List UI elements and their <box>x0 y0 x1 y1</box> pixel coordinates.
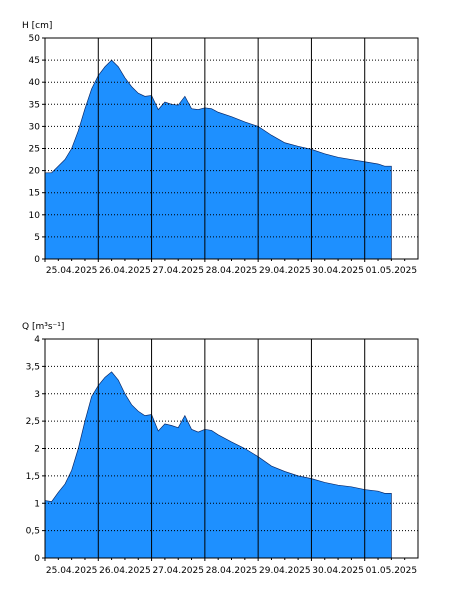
discharge-plot-frame <box>44 338 419 559</box>
stage-plot-frame <box>44 37 419 260</box>
stage-ytick-label: 20 <box>29 167 41 177</box>
discharge-ytick-label: 1 <box>34 499 40 509</box>
discharge-chart: 0 0,5 1 1,5 2 2,5 3 3,5 4 25.04.2025 26.04.2025 27.… <box>22 322 419 576</box>
stage-ytick-label: 0 <box>34 255 40 265</box>
stage-xtick-label: 25.04.2025 <box>46 266 98 276</box>
stage-xtick-label: 28.04.2025 <box>206 266 258 276</box>
discharge-xtick-label: 26.04.2025 <box>99 566 151 576</box>
discharge-ytick-label: 0,5 <box>26 527 40 537</box>
stage-xtick-label: 30.04.2025 <box>312 266 364 276</box>
stage-ytick-label: 15 <box>29 189 40 199</box>
discharge-ytick-label: 0 <box>34 554 40 564</box>
stage-xtick-label: 29.04.2025 <box>259 266 311 276</box>
discharge-ylabel: Q [m³s⁻¹] <box>22 322 64 332</box>
discharge-xtick-label: 27.04.2025 <box>152 566 204 576</box>
stage-ytick-label: 10 <box>29 211 41 221</box>
stage-xtick-label: 01.05.2025 <box>366 266 418 276</box>
discharge-xtick-label: 30.04.2025 <box>312 566 364 576</box>
stage-xtick-label: 27.04.2025 <box>152 266 204 276</box>
stage-xtick-label: 26.04.2025 <box>99 266 151 276</box>
discharge-ytick-label: 2,5 <box>26 417 40 427</box>
stage-ylabel: H [cm] <box>22 21 52 31</box>
discharge-ytick-label: 1,5 <box>26 472 40 482</box>
stage-ytick-label: 35 <box>29 100 40 110</box>
stage-ytick-label: 30 <box>29 122 41 132</box>
discharge-xtick-label: 25.04.2025 <box>46 566 98 576</box>
stage-area-series <box>44 59 392 260</box>
stage-ytick-label: 50 <box>29 34 41 44</box>
discharge-xtick-label: 29.04.2025 <box>259 566 311 576</box>
stage-ytick-label: 5 <box>34 233 40 243</box>
discharge-ytick-label: 4 <box>34 335 40 345</box>
stage-ytick-label: 45 <box>29 56 40 66</box>
stage-ytick-label: 25 <box>29 145 40 155</box>
discharge-ytick-label: 3,5 <box>26 362 40 372</box>
stage-ytick-label: 40 <box>29 78 41 88</box>
discharge-ytick-label: 3 <box>34 390 40 400</box>
stage-chart: 0 5 10 15 20 25 30 35 40 45 50 25.04.2025 26.04.2025… <box>22 21 419 276</box>
discharge-area-series <box>44 371 392 559</box>
discharge-ytick-label: 2 <box>34 445 40 455</box>
discharge-xtick-label: 01.05.2025 <box>366 566 418 576</box>
discharge-xtick-label: 28.04.2025 <box>206 566 258 576</box>
